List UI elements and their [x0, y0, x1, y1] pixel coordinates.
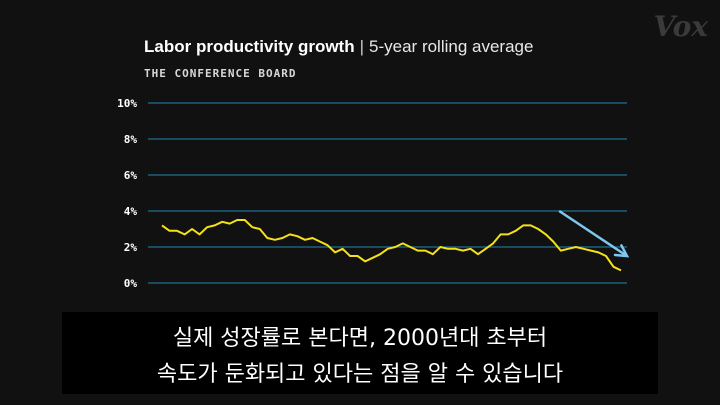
gridlines	[148, 102, 627, 284]
y-tick-label: 6%	[124, 169, 138, 182]
chart-title-main: Labor productivity growth	[144, 37, 355, 56]
caption-line-2: 속도가 둔화되고 있다는 점을 알 수 있습니다	[156, 362, 564, 387]
series-group	[161, 219, 622, 272]
y-tick-labels: 10% 8% 6% 4% 2% 0%	[117, 97, 137, 290]
y-tick-label: 0%	[124, 277, 138, 290]
trend-arrow-head	[613, 244, 630, 258]
y-tick-label: 2%	[124, 241, 138, 254]
chart-subtitle: 5-year rolling average	[369, 37, 534, 56]
source-label: THE CONFERENCE BOARD	[144, 67, 297, 80]
caption-line-1: 실제 성장률로 본다면, 2000년대 초부터	[172, 326, 548, 351]
chart-title: Labor productivity growth | 5-year rolling…	[144, 37, 533, 57]
productivity-series-line	[161, 219, 622, 272]
trend-arrow	[558, 209, 630, 258]
y-tick-label: 8%	[124, 133, 138, 146]
caption-box: 실제 성장률로 본다면, 2000년대 초부터 속도가 둔화되고 있다는 점을 …	[62, 312, 658, 394]
y-tick-label: 4%	[124, 205, 138, 218]
vox-logo: Vox	[653, 10, 708, 43]
trend-arrow-shaft	[558, 209, 628, 258]
y-tick-label: 10%	[117, 97, 137, 110]
title-separator: |	[359, 37, 365, 56]
